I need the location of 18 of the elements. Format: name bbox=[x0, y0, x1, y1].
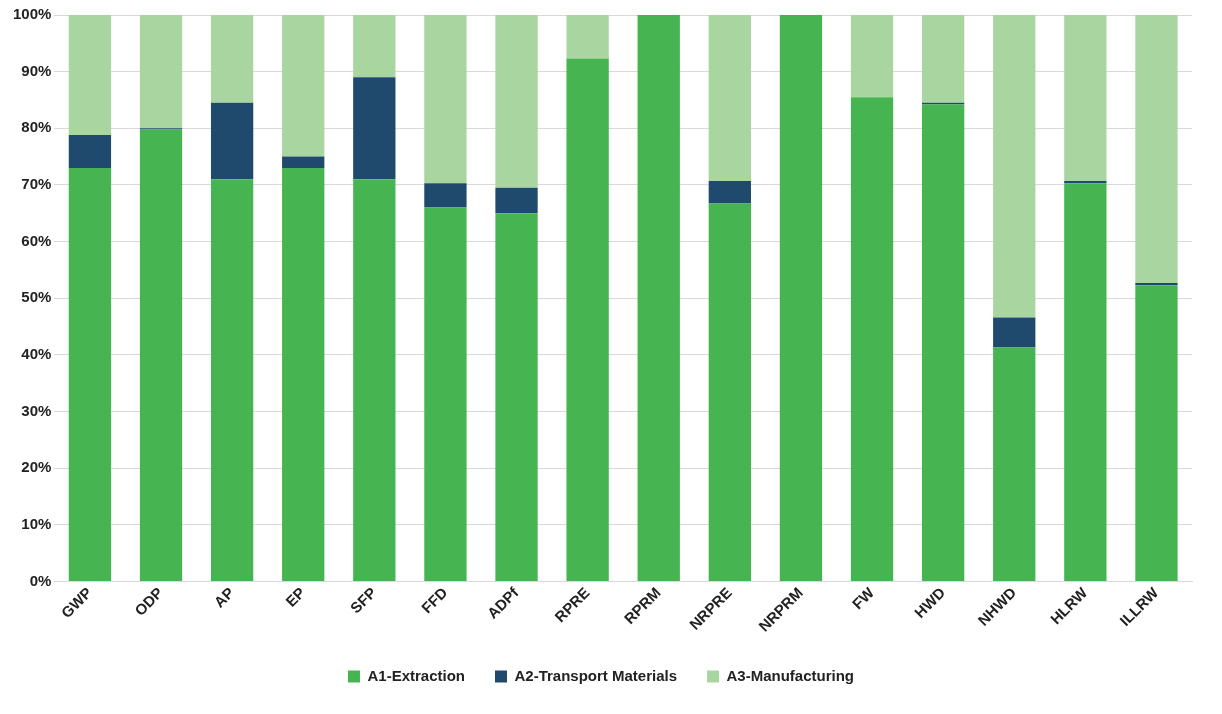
legend-label: A2-Transport Materials bbox=[514, 666, 678, 684]
y-tick-label: 50% bbox=[21, 288, 52, 306]
x-tick-label: SFP bbox=[346, 583, 380, 617]
y-tick-label: 30% bbox=[21, 401, 52, 419]
x-tick-label: FW bbox=[848, 583, 878, 613]
y-tick-label: 100% bbox=[12, 5, 52, 23]
x-tick-label: EP bbox=[282, 583, 309, 610]
y-tick-label: 10% bbox=[21, 514, 52, 532]
y-tick-label: 90% bbox=[21, 61, 52, 79]
x-tick-label: AP bbox=[210, 583, 238, 611]
legend-label: A1-Extraction bbox=[367, 666, 465, 684]
y-tick-label: 0% bbox=[29, 571, 52, 589]
y-tick-label: 60% bbox=[21, 231, 52, 249]
y-tick-label: 20% bbox=[21, 458, 52, 476]
y-tick-label: 80% bbox=[21, 118, 52, 136]
y-tick-label: 70% bbox=[21, 175, 52, 193]
y-tick-label: 40% bbox=[21, 344, 52, 362]
legend-label: A3-Manufacturing bbox=[726, 666, 855, 684]
